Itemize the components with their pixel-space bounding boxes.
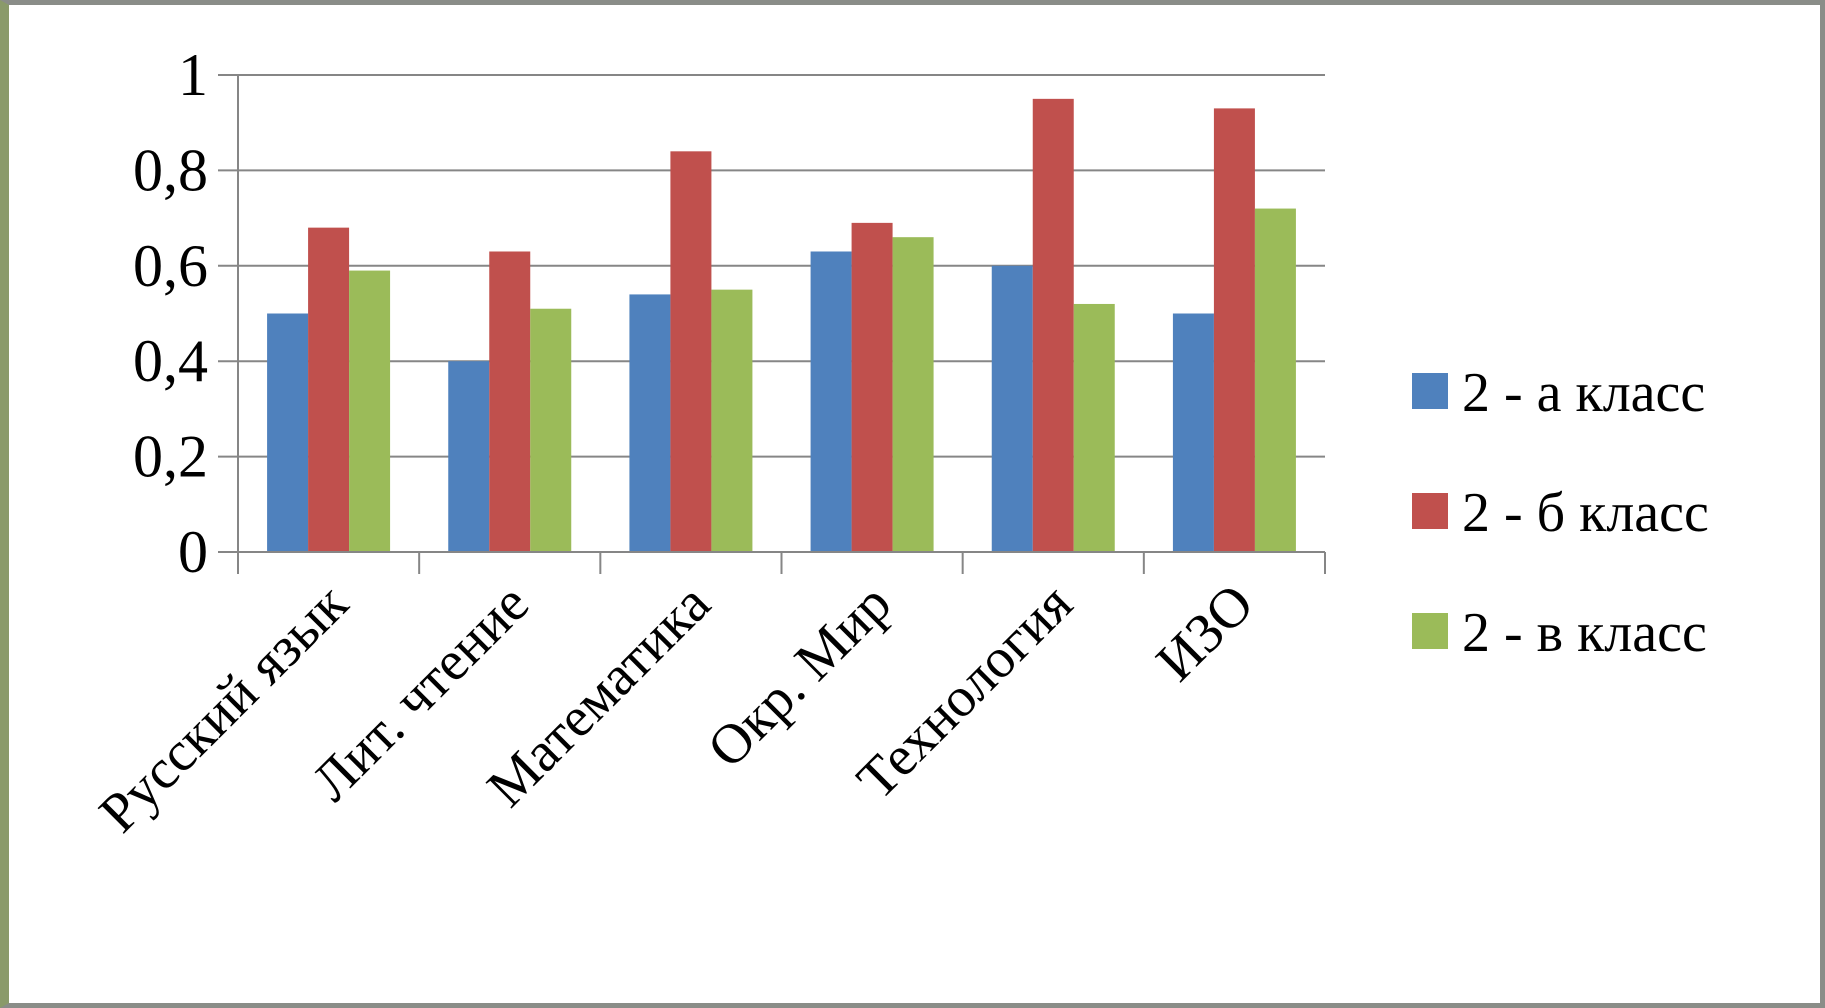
y-tick-labels: 0 0,2 0,4 0,6 0,8 1: [133, 42, 208, 585]
gridlines: [238, 74, 1325, 458]
bar: [892, 237, 934, 552]
y-tick-label: 0,4: [133, 328, 208, 394]
legend-label: 2 - а класс: [1462, 362, 1705, 424]
y-tick-label: 0,2: [133, 424, 208, 490]
bar: [448, 361, 490, 552]
bar: [851, 222, 893, 552]
bar: [489, 251, 531, 553]
y-tick-label: 0,6: [133, 233, 208, 299]
bar: [810, 251, 852, 553]
bar: [1213, 108, 1255, 552]
bar: [267, 313, 309, 552]
y-tick-label: 0,8: [133, 137, 208, 203]
bars: [267, 98, 1296, 553]
bar: [991, 265, 1033, 552]
y-tick-label: 0: [178, 519, 208, 585]
bar: [711, 289, 753, 552]
bar: [1032, 98, 1074, 552]
legend: 2 - а класс 2 - б класс 2 - в класс: [1412, 362, 1709, 664]
bar: [349, 270, 391, 552]
category-label: Русский язык: [88, 572, 361, 845]
bar: [670, 151, 712, 552]
y-tick-label: 1: [178, 42, 208, 108]
bar: [1073, 303, 1115, 552]
category-label: ИЗО: [1145, 572, 1266, 693]
bar: [1254, 208, 1296, 552]
bar: [530, 308, 572, 552]
legend-swatch: [1412, 373, 1448, 409]
legend-label: 2 - в класс: [1462, 602, 1707, 664]
bar: [308, 227, 350, 552]
legend-swatch: [1412, 493, 1448, 529]
bar: [1172, 313, 1214, 552]
legend-label: 2 - б класс: [1462, 482, 1709, 544]
axes: [218, 74, 1326, 574]
bar: [629, 294, 671, 552]
legend-swatch: [1412, 613, 1448, 649]
